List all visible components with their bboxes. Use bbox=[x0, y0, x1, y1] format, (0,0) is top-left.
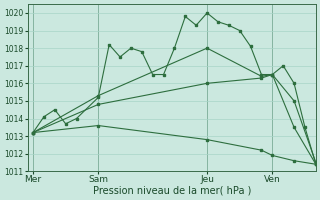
X-axis label: Pression niveau de la mer( hPa ): Pression niveau de la mer( hPa ) bbox=[92, 186, 251, 196]
